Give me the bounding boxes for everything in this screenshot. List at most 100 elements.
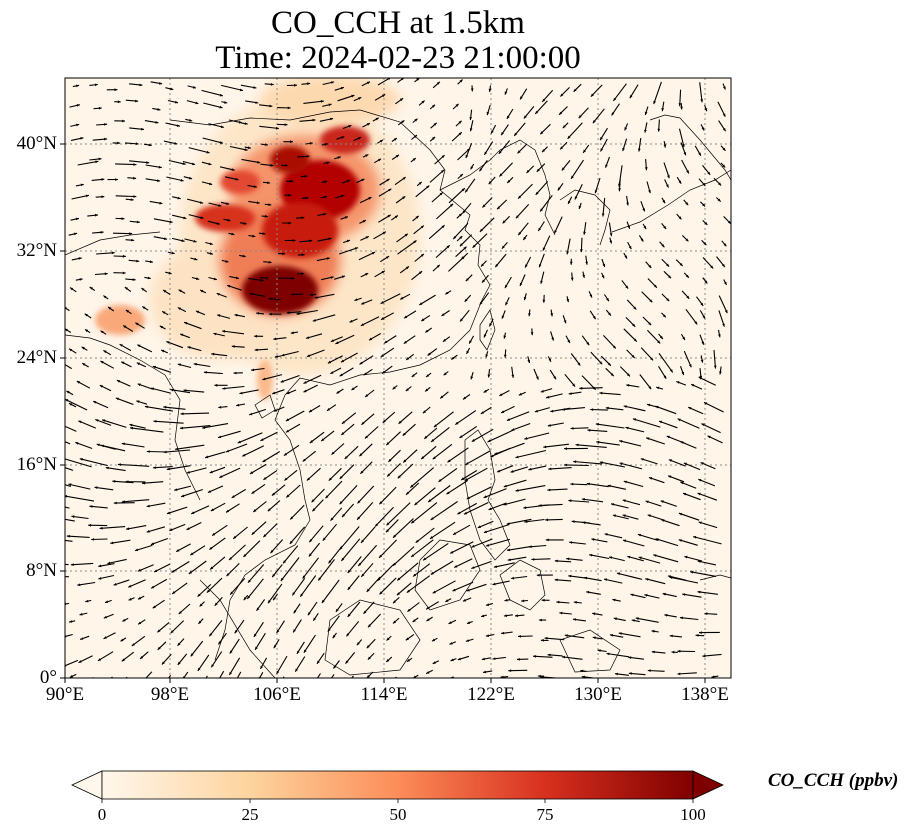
wind-arrow-head [592,636,596,640]
wind-arrow-head [724,281,727,285]
wind-arrow-head [158,165,162,169]
wind-arrow-head [303,649,307,653]
wind-arrow [171,561,190,573]
wind-arrow-head [640,238,644,242]
wind-arrow-head [698,479,702,482]
wind-arrow [222,330,245,335]
wind-arrow-head [247,146,251,150]
wind-arrow-head [69,620,73,623]
wind-arrow-head [428,499,432,502]
wind-arrow-head [651,650,655,654]
wind-arrow [345,620,360,637]
wind-arrow [479,217,495,233]
wind-arrow-head [608,312,611,316]
wind-arrow-head [483,530,487,533]
wind-arrow-head [197,593,201,597]
wind-arrow [146,526,166,533]
wind-arrow-head [78,420,82,424]
wind-arrow-head [638,556,642,560]
wind-arrow-head [219,141,223,144]
wind-arrow-head [699,631,702,634]
wind-arrow-head [501,315,505,319]
wind-arrow-head [138,596,142,600]
wind-arrow-head [570,427,574,430]
wind-arrow-head [432,590,436,594]
wind-arrow-head [587,428,591,432]
wind-arrow-head [226,573,230,577]
wind-arrow [386,463,401,477]
wind-arrow-head [484,151,488,155]
wind-arrow-head [339,373,343,377]
wind-arrow-head [688,407,692,410]
wind-arrow [170,389,191,394]
wind-arrow [581,498,604,503]
wind-arrow-head [124,287,128,290]
wind-arrow-head [132,278,136,281]
wind-arrow-head [230,591,234,595]
wind-arrow-head [233,371,237,375]
wind-arrow-head [666,184,669,188]
wind-arrow-head [501,410,505,413]
wind-arrow [699,82,703,103]
wind-arrow [487,429,514,443]
wind-arrow-head [199,603,203,607]
wind-arrow-head [419,302,423,305]
wind-arrow-head [177,642,181,646]
wind-arrow-head [628,245,632,250]
wind-arrow [471,428,494,443]
wind-arrow-head [202,426,206,429]
wind-arrow-head [351,387,355,391]
wind-arrow-head [647,669,651,672]
wind-arrow-head [209,546,213,550]
wind-arrow-head [601,275,605,279]
wind-arrow-head [111,251,115,255]
wind-arrow [341,412,357,425]
wind-arrow-head [421,318,425,322]
wind-arrow-head [523,297,527,301]
wind-arrow-head [462,210,466,214]
wind-arrow [483,524,510,534]
wind-arrow-head [722,323,725,327]
wind-arrow [697,591,718,595]
wind-arrow-head [263,477,267,480]
wind-arrow-head [136,362,140,366]
wind-arrow [339,485,358,505]
wind-arrow-head [131,238,135,242]
wind-arrow-head [701,127,705,131]
wind-arrow-head [386,522,390,526]
wind-arrow-head [464,511,468,515]
wind-arrow-head [573,88,577,92]
wind-arrow-head [455,103,459,107]
wind-arrow-head [723,243,727,247]
wind-arrow-head [700,99,704,103]
wind-arrow-head [47,479,50,482]
wind-arrow [260,431,278,442]
wind-arrow [65,539,73,542]
wind-arrow-head [193,362,197,366]
wind-arrow-head [218,641,222,645]
wind-arrow-head [133,176,137,180]
wind-arrow [528,544,547,548]
wind-arrow-head [609,233,613,237]
wind-arrow-head [292,239,296,242]
wind-arrow-head [616,572,620,576]
wind-arrow [360,562,374,578]
wind-arrow [357,485,375,504]
wind-arrow [653,554,679,563]
wind-arrow [463,502,489,515]
wind-arrow-head [328,103,332,107]
wind-arrow-head [387,473,391,477]
wind-arrow-head [524,520,528,523]
wind-arrow [197,583,212,598]
wind-arrow-head [467,621,471,624]
wind-arrow [586,483,609,488]
wind-arrow-head [599,391,603,395]
wind-arrow-head [574,196,578,200]
wind-arrow-head [459,174,463,177]
wind-arrow-head [685,274,689,278]
wind-arrow-head [162,311,166,314]
wind-arrow-head [406,357,410,360]
wind-arrow [392,546,415,567]
wind-arrow [494,442,525,455]
wind-arrow [291,577,306,596]
